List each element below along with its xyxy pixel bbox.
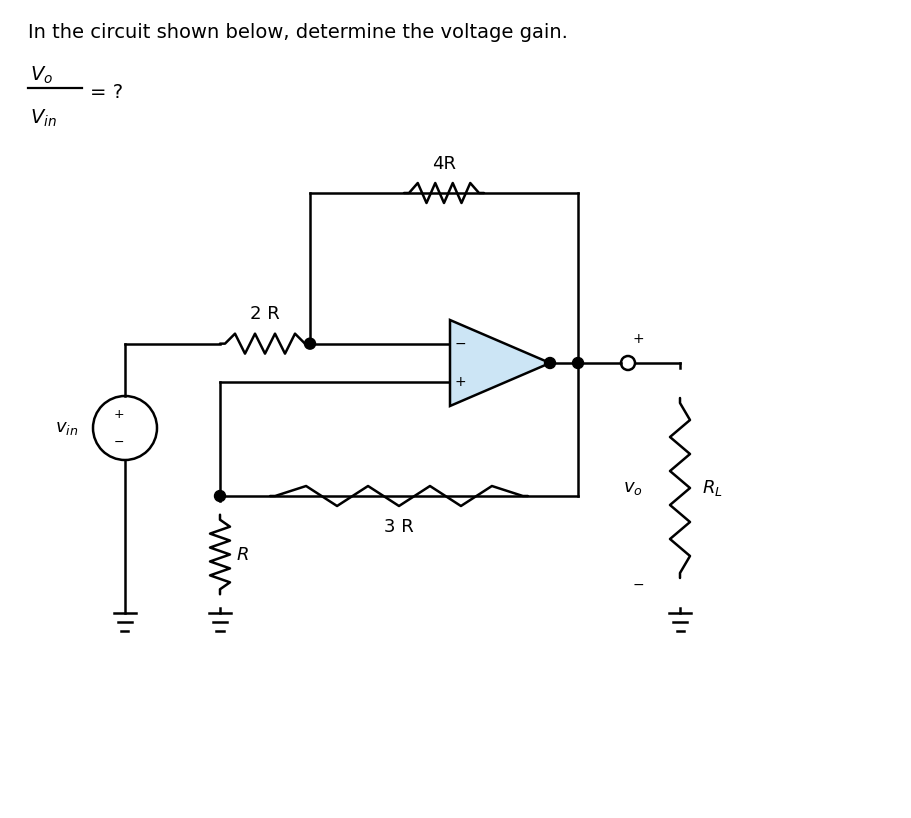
Circle shape <box>544 357 555 368</box>
Text: $v_{in}$: $v_{in}$ <box>56 419 78 437</box>
Text: $v_o$: $v_o$ <box>622 479 642 497</box>
Text: $V_o$: $V_o$ <box>30 65 53 86</box>
Text: +: + <box>631 332 643 346</box>
Polygon shape <box>449 320 549 406</box>
Text: $R_L$: $R_L$ <box>701 478 722 498</box>
Text: = ?: = ? <box>90 83 123 102</box>
Text: −: − <box>114 435 124 448</box>
Text: 4R: 4R <box>432 155 456 173</box>
Text: +: + <box>114 408 124 421</box>
Text: +: + <box>454 375 466 389</box>
Text: $R$: $R$ <box>236 546 249 564</box>
Text: $V_{in}$: $V_{in}$ <box>30 108 56 129</box>
Text: −: − <box>631 578 643 592</box>
Circle shape <box>304 338 315 349</box>
Text: 2 R: 2 R <box>250 304 280 322</box>
Text: −: − <box>454 337 466 351</box>
Circle shape <box>214 491 225 501</box>
Text: 3 R: 3 R <box>384 518 414 536</box>
Text: In the circuit shown below, determine the voltage gain.: In the circuit shown below, determine th… <box>28 24 568 43</box>
Circle shape <box>572 357 583 368</box>
